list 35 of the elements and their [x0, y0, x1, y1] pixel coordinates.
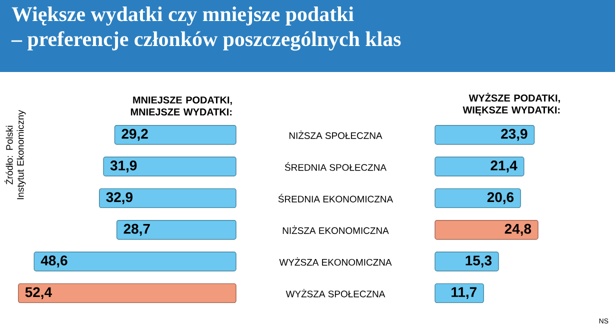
bar [434, 156, 524, 176]
data-label: 24,8 [504, 224, 532, 236]
chart-title: Większe wydatki czy mniejsze podatki [12, 6, 354, 26]
data-label: 29,2 [122, 128, 148, 141]
data-label: 31,9 [110, 160, 137, 172]
chart-subtitle: – preferencje członków poszczególnych klas [11, 31, 401, 51]
series-label: WYŻSZE PODATKI, WIĘKSZE WYDATKI: [462, 92, 560, 116]
y-tick-label: WYŻSZA SPOŁECZNA [286, 289, 386, 298]
bar [116, 220, 236, 240]
data-label: 21,4 [490, 160, 518, 172]
y-tick-label: ŚREDNIA EKONOMICZNA [278, 194, 394, 202]
bar [34, 252, 236, 272]
series-label: MNIEJSZE PODATKI, MNIEJSZE WYDATKI: [130, 96, 232, 116]
data-label: 48,6 [40, 256, 68, 268]
y-tick-label: NIŻSZA SPOŁECZNA [289, 130, 382, 139]
data-label: 28,7 [124, 224, 150, 236]
data-label: 32,9 [106, 192, 133, 204]
data-label: 52,4 [25, 287, 52, 300]
bar [434, 252, 499, 272]
annotation: Źródło: Polski Instytut Ekonomiczny [4, 110, 26, 200]
bar [434, 220, 538, 240]
bar [434, 283, 484, 304]
y-tick-label: NIŻSZA EKONOMICZNA [282, 226, 389, 234]
y-tick-label: WYŻSZA EKONOMICZNA [279, 257, 392, 266]
data-label: 20,6 [487, 192, 514, 204]
data-label: 11,7 [452, 287, 476, 300]
bar [434, 188, 521, 208]
bar [114, 124, 236, 145]
data-label: 15,3 [466, 256, 492, 268]
bar [99, 188, 236, 208]
bar [103, 156, 236, 176]
y-tick-label: ŚREDNIA SPOŁECZNA [284, 162, 386, 171]
bar [18, 283, 236, 304]
bar [434, 124, 535, 145]
data-label: 23,9 [501, 128, 528, 141]
